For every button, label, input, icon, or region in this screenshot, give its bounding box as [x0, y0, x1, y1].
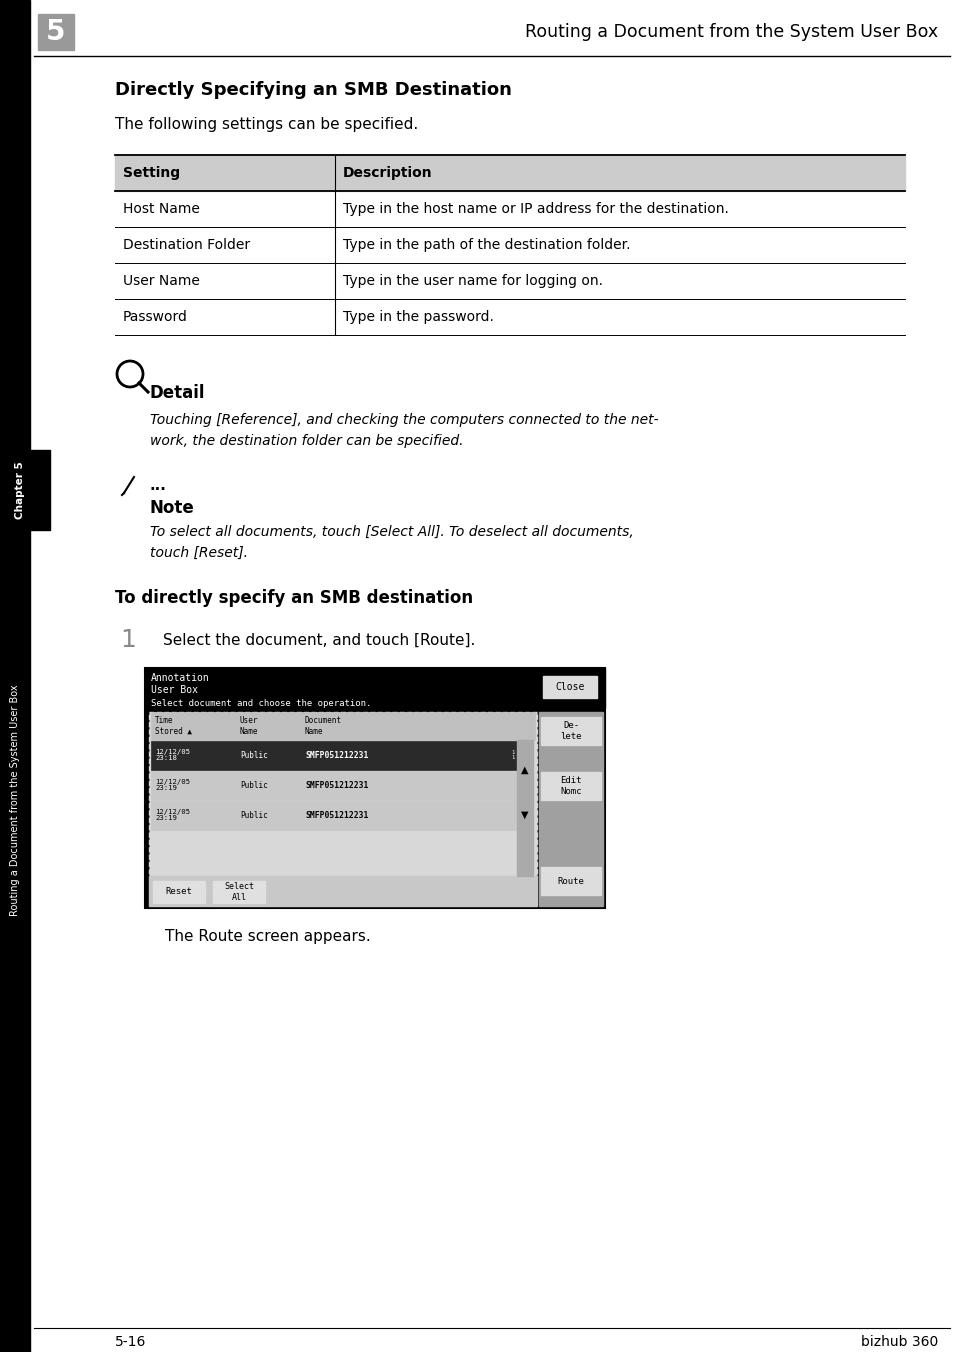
Bar: [151, 713, 535, 740]
Bar: [540, 867, 600, 895]
Text: ▲: ▲: [520, 765, 528, 775]
Bar: [0, 0, 30, 1352]
Text: 5: 5: [46, 18, 66, 46]
Text: Touching [Reference], and checking the computers connected to the net-
work, the: Touching [Reference], and checking the c…: [150, 412, 658, 448]
Bar: [151, 771, 517, 800]
Bar: [517, 740, 533, 876]
Text: Detail: Detail: [150, 384, 205, 402]
Bar: [145, 668, 604, 708]
Text: SMFP051212231: SMFP051212231: [305, 780, 368, 790]
Text: Destination Folder: Destination Folder: [123, 238, 250, 251]
Bar: [145, 668, 604, 909]
Text: User
Name: User Name: [240, 717, 258, 735]
Bar: [540, 772, 600, 800]
Text: Annotation: Annotation: [151, 673, 210, 683]
Text: Note: Note: [150, 499, 194, 516]
Bar: [542, 676, 597, 698]
Text: SMFP051212231: SMFP051212231: [305, 750, 368, 760]
Text: 5-16: 5-16: [115, 1334, 146, 1349]
Bar: [538, 713, 602, 906]
Text: Password: Password: [123, 310, 188, 324]
Text: The following settings can be specified.: The following settings can be specified.: [115, 118, 417, 132]
Text: Type in the password.: Type in the password.: [343, 310, 494, 324]
Text: Reset: Reset: [166, 887, 193, 896]
Text: Time
Stored ▲: Time Stored ▲: [154, 717, 192, 735]
Text: The Route screen appears.: The Route screen appears.: [165, 929, 371, 944]
Text: ...: ...: [150, 477, 167, 492]
Text: 1
1: 1 1: [511, 750, 515, 760]
Text: Public: Public: [240, 750, 268, 760]
Text: 12/12/05
23:18: 12/12/05 23:18: [154, 749, 190, 761]
Text: Public: Public: [240, 780, 268, 790]
Bar: [149, 713, 537, 876]
Text: Close: Close: [555, 681, 584, 692]
Text: Select
All: Select All: [224, 883, 253, 902]
Text: Type in the path of the destination folder.: Type in the path of the destination fold…: [343, 238, 630, 251]
Text: Select the document, and touch [Route].: Select the document, and touch [Route].: [163, 633, 475, 648]
Text: 12/12/05
23:19: 12/12/05 23:19: [154, 808, 190, 821]
Bar: [0, 450, 50, 530]
Text: De-
lete: De- lete: [559, 722, 581, 741]
Text: Host Name: Host Name: [123, 201, 200, 216]
Text: User Box: User Box: [151, 685, 198, 695]
Text: SMFP051212231: SMFP051212231: [305, 810, 368, 819]
Text: Chapter 5: Chapter 5: [15, 461, 25, 519]
Text: Edit
Nomc: Edit Nomc: [559, 776, 581, 796]
Bar: [213, 882, 265, 903]
Text: Setting: Setting: [123, 166, 180, 180]
Text: Routing a Document from the System User Box: Routing a Document from the System User …: [10, 684, 20, 915]
Text: bizhub 360: bizhub 360: [860, 1334, 937, 1349]
Text: Route: Route: [557, 876, 584, 886]
Bar: [152, 882, 205, 903]
Text: To select all documents, touch [Select All]. To deselect all documents,
touch [R: To select all documents, touch [Select A…: [150, 525, 633, 560]
Text: User Name: User Name: [123, 274, 200, 288]
Text: To directly specify an SMB destination: To directly specify an SMB destination: [115, 589, 473, 607]
Text: Description: Description: [343, 166, 432, 180]
Text: Document
Name: Document Name: [305, 717, 341, 735]
Text: 1: 1: [120, 627, 135, 652]
Text: Select document and choose the operation.: Select document and choose the operation…: [151, 699, 371, 707]
Bar: [149, 876, 537, 906]
Text: Routing a Document from the System User Box: Routing a Document from the System User …: [524, 23, 937, 41]
Text: Public: Public: [240, 810, 268, 819]
Text: 12/12/05
23:19: 12/12/05 23:19: [154, 779, 190, 791]
Bar: [38, 14, 74, 50]
Text: ▼: ▼: [520, 810, 528, 821]
Bar: [151, 741, 517, 771]
Bar: [115, 155, 904, 191]
Text: Directly Specifying an SMB Destination: Directly Specifying an SMB Destination: [115, 81, 512, 99]
Text: Type in the user name for logging on.: Type in the user name for logging on.: [343, 274, 602, 288]
Text: Type in the host name or IP address for the destination.: Type in the host name or IP address for …: [343, 201, 728, 216]
Bar: [540, 717, 600, 745]
Bar: [151, 800, 517, 830]
